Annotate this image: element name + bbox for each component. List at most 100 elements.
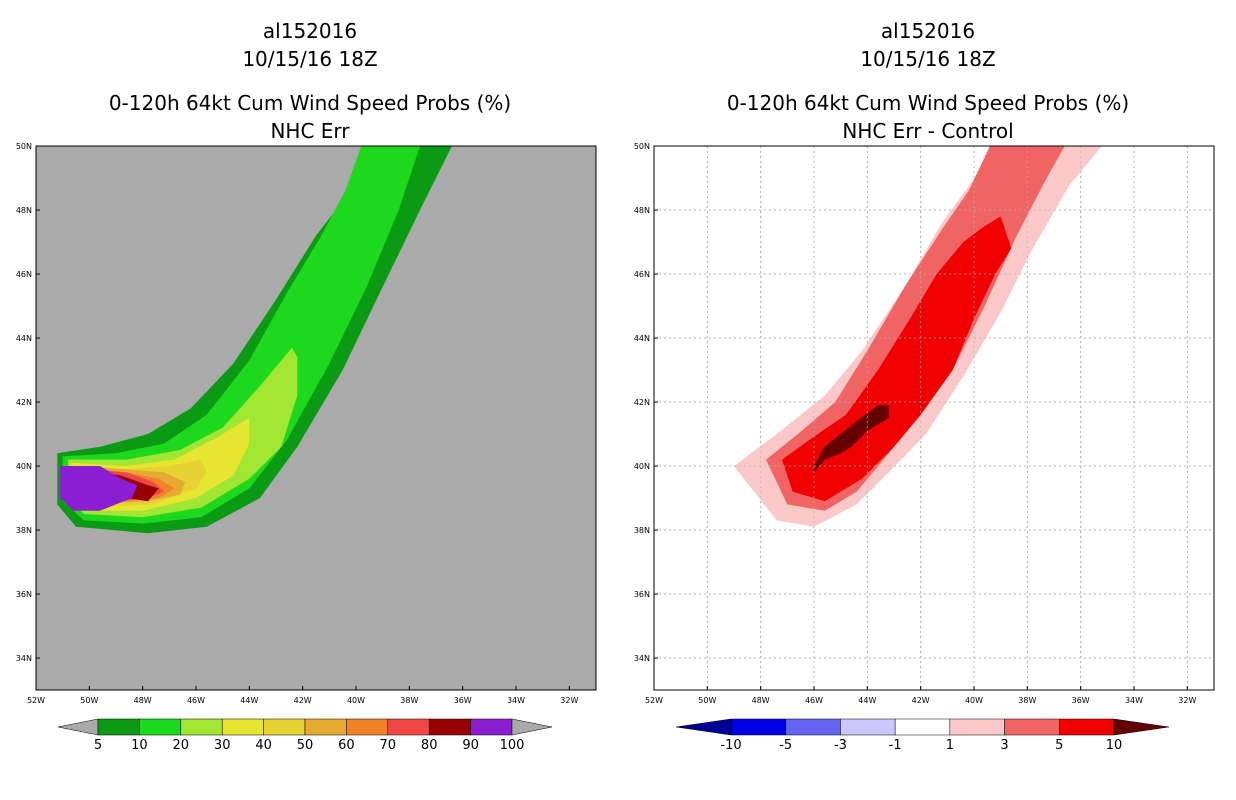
right-x-axis: 52W 50W 48W 46W 44W 42W 40W 38W 36W 34W 32W (645, 686, 1196, 705)
colorbar-swatch (949, 718, 1005, 736)
y-tick-label: 36N (634, 590, 650, 599)
colorbar-swatch (840, 718, 896, 736)
y-tick-label: 50N (16, 142, 32, 151)
colorbar-label: -10 (720, 738, 741, 753)
x-tick-label: 34W (507, 696, 525, 705)
x-tick-label: 32W (1178, 696, 1196, 705)
colorbar-under-arrow (675, 718, 732, 736)
plot-frame (653, 145, 1215, 691)
colorbar-label: -5 (779, 738, 792, 753)
colorbar-label: 1 (946, 738, 954, 753)
colorbar-swatch (894, 718, 951, 736)
colorbar-label: 5 (1055, 738, 1063, 753)
x-tick-label: 44W (858, 696, 876, 705)
colorbar-under-arrow (57, 718, 99, 736)
right-colorbar: -10 -5 -3 -1 1 3 5 10 (675, 718, 1170, 753)
colorbar-swatch (1004, 718, 1060, 736)
y-tick-label: 50N (634, 142, 650, 151)
contour-10 (62, 146, 420, 524)
y-tick-label: 46N (16, 270, 32, 279)
colorbar-label: 3 (1000, 738, 1008, 753)
x-tick-label: 42W (912, 696, 930, 705)
right-y-axis: 34N 36N 38N 40N 42N 44N 46N 48N 50N (634, 142, 658, 663)
x-tick-label: 46W (187, 696, 205, 705)
x-tick-label: 38W (400, 696, 418, 705)
colorbar-over-arrow (1113, 718, 1170, 736)
colorbar-label: 10 (1106, 738, 1123, 753)
y-tick-label: 48N (16, 206, 32, 215)
x-tick-label: 44W (240, 696, 258, 705)
plot-background (36, 146, 596, 690)
colorbar-label: 80 (421, 738, 438, 753)
y-tick-label: 44N (634, 334, 650, 343)
y-tick-label: 40N (634, 462, 650, 471)
x-tick-label: 38W (1018, 696, 1036, 705)
chart-subtitle: NHC Err - Control (842, 119, 1013, 143)
datetime: 10/15/16 18Z (860, 47, 995, 71)
x-tick-label: 36W (454, 696, 472, 705)
y-tick-label: 36N (16, 590, 32, 599)
y-tick-label: 38N (634, 526, 650, 535)
left-y-axis: 34N 36N 38N 40N 42N 44N 46N 48N 50N (16, 142, 40, 663)
chart-subtitle: NHC Err (270, 119, 350, 143)
left-x-axis: 52W 50W 48W 46W 44W 42W 40W 38W 36W 34W 32W (27, 686, 578, 705)
right-panel: al152016 10/15/16 18Z 0-120h 64kt Cum Wi… (634, 19, 1215, 753)
colorbar-label: 50 (297, 738, 314, 753)
colorbar-label: 90 (462, 738, 479, 753)
x-tick-label: 50W (80, 696, 98, 705)
colorbar-label: -3 (834, 738, 847, 753)
y-tick-label: 48N (634, 206, 650, 215)
y-tick-label: 42N (16, 398, 32, 407)
x-tick-label: 42W (294, 696, 312, 705)
x-tick-label: 36W (1072, 696, 1090, 705)
colorbar-swatch (730, 718, 786, 736)
contour-5 (782, 216, 1012, 502)
x-tick-label: 48W (134, 696, 152, 705)
x-tick-label: 50W (698, 696, 716, 705)
x-tick-label: 32W (560, 696, 578, 705)
colorbar-label: 70 (380, 738, 397, 753)
y-tick-label: 44N (16, 334, 32, 343)
colorbar-label: 100 (500, 738, 525, 753)
colorbar-swatch (428, 718, 471, 736)
y-tick-label: 40N (16, 462, 32, 471)
x-tick-label: 52W (27, 696, 45, 705)
y-tick-label: 38N (16, 526, 32, 535)
colorbar-label: 5 (94, 738, 102, 753)
y-tick-label: 46N (634, 270, 650, 279)
contour-10 (814, 405, 889, 473)
left-panel: al152016 10/15/16 18Z 0-120h 64kt Cum Wi… (16, 19, 597, 753)
y-tick-label: 34N (16, 654, 32, 663)
colorbar-label: -1 (889, 738, 902, 753)
colorbar-swatch (387, 718, 430, 736)
y-tick-label: 34N (634, 654, 650, 663)
colorbar-label: 40 (255, 738, 272, 753)
left-map (35, 145, 597, 691)
chart-title: 0-120h 64kt Cum Wind Speed Probs (%) (109, 91, 511, 115)
x-tick-label: 48W (752, 696, 770, 705)
colorbar-swatch (1059, 718, 1115, 736)
colorbar-label: 10 (131, 738, 148, 753)
right-map (653, 145, 1215, 691)
y-tick-label: 42N (634, 398, 650, 407)
x-tick-label: 46W (805, 696, 823, 705)
colorbar-label: 20 (173, 738, 190, 753)
x-tick-label: 40W (965, 696, 983, 705)
plot-frame (35, 145, 597, 691)
colorbar-swatch (304, 718, 347, 736)
colorbar-swatch (785, 718, 841, 736)
x-tick-label: 52W (645, 696, 663, 705)
colorbar-swatch (470, 718, 513, 736)
datetime: 10/15/16 18Z (242, 47, 377, 71)
colorbar-swatch (346, 718, 389, 736)
chart-title: 0-120h 64kt Cum Wind Speed Probs (%) (727, 91, 1129, 115)
colorbar-swatch (180, 718, 223, 736)
storm-id: al152016 (263, 19, 357, 43)
colorbar-swatch (139, 718, 182, 736)
x-tick-label: 34W (1125, 696, 1143, 705)
storm-id: al152016 (881, 19, 975, 43)
colorbar-label: 30 (214, 738, 231, 753)
colorbar-swatch (221, 718, 264, 736)
colorbar-over-arrow (511, 718, 553, 736)
